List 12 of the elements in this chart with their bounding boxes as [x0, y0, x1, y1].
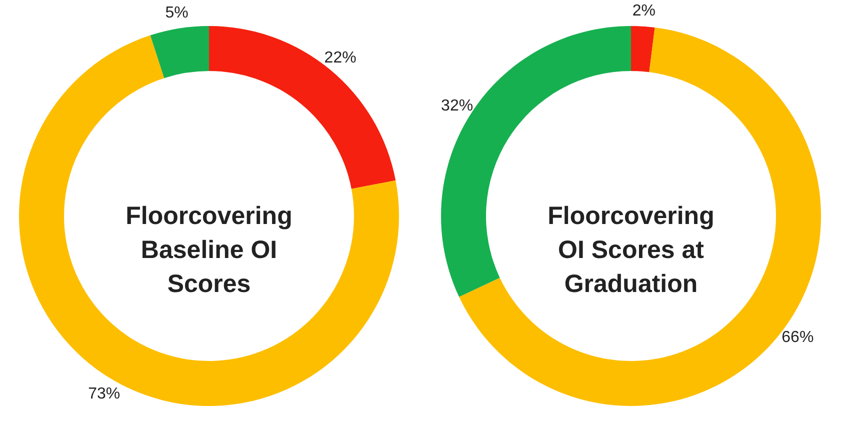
data-label: 73%	[88, 385, 120, 402]
text: Floorcovering OI Scores at Graduation	[548, 202, 714, 298]
data-label: 5%	[165, 4, 188, 22]
data-label: 2%	[632, 2, 656, 20]
donut-slice	[150, 26, 209, 78]
donut-slice	[631, 26, 655, 72]
donut-slice	[209, 26, 396, 189]
data-label: 22%	[324, 49, 356, 66]
data-label: 32%	[441, 98, 474, 115]
data-label: 66%	[782, 329, 814, 346]
text: Floorcovering Baseline OI Scores	[126, 202, 292, 298]
donut-slice	[19, 35, 399, 406]
